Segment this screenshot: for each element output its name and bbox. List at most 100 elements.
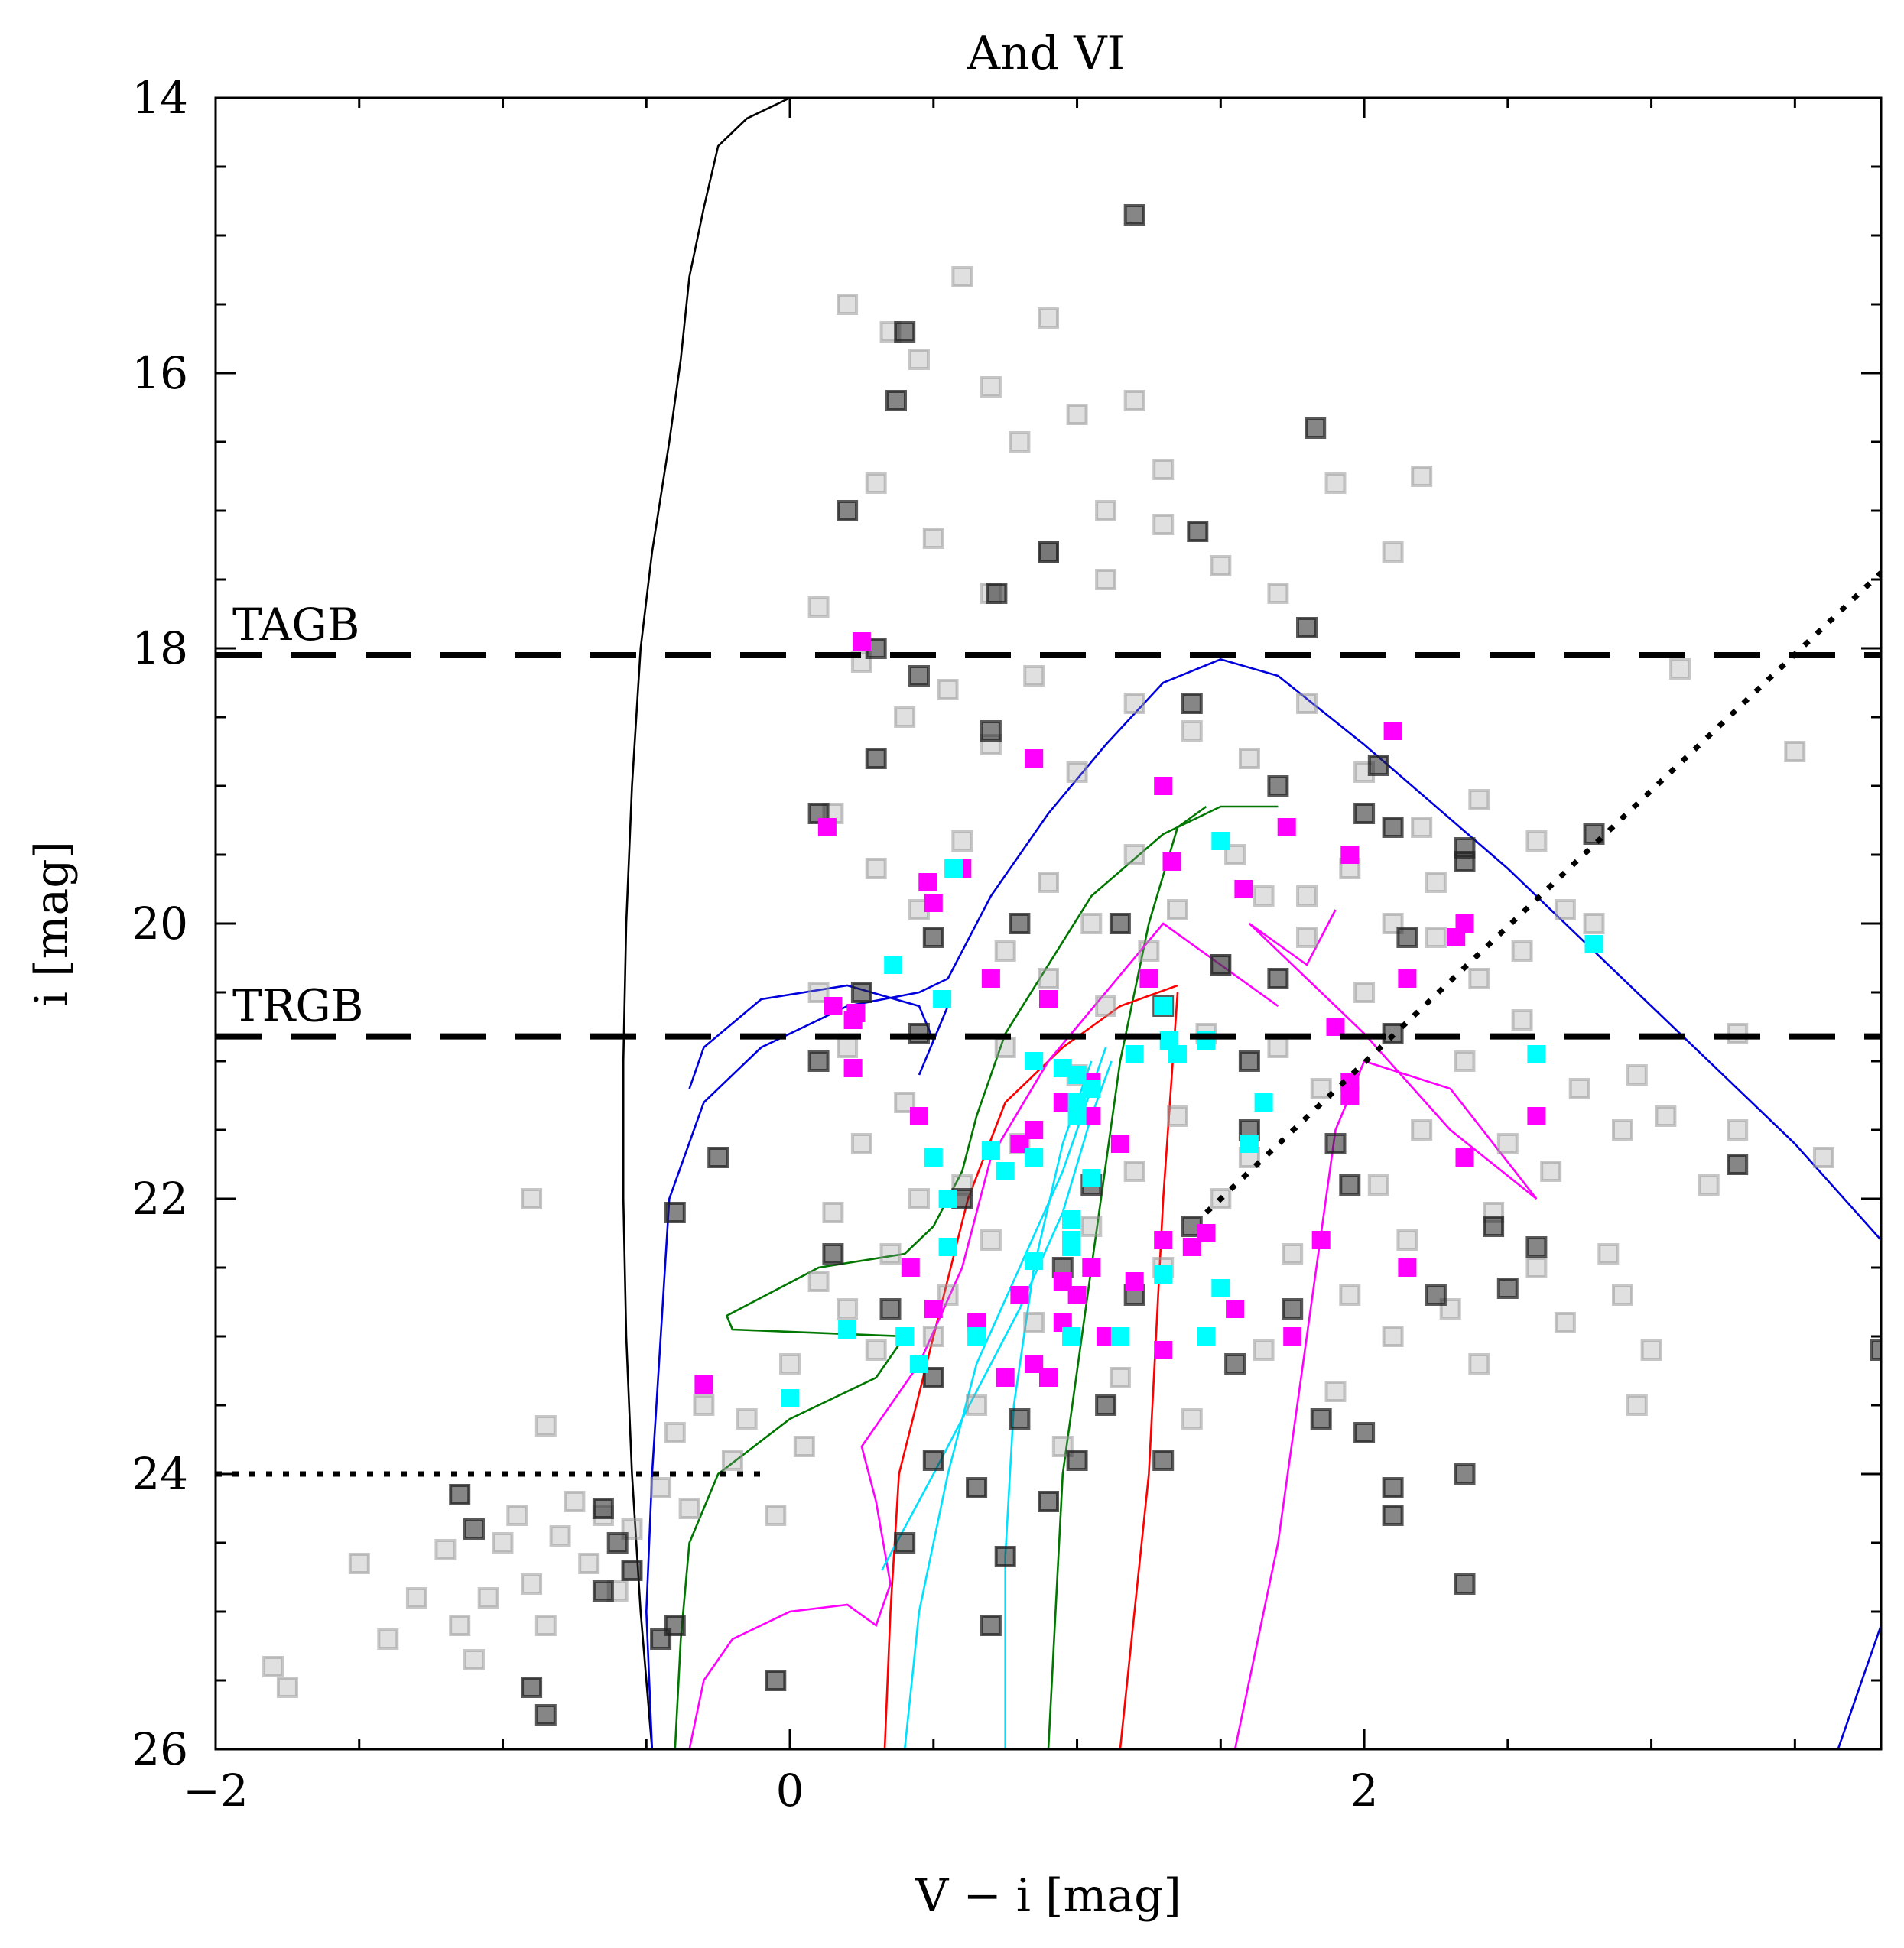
star-point-field — [1296, 693, 1318, 714]
star-point-field — [1597, 1243, 1620, 1265]
star-point-magenta — [1154, 777, 1173, 795]
star-point-member — [463, 1518, 485, 1540]
star-point-field — [1511, 940, 1533, 962]
star-point-magenta — [924, 1300, 943, 1318]
star-point-member — [922, 927, 944, 948]
star-point-member — [765, 1670, 787, 1691]
star-point-field — [1454, 1050, 1476, 1072]
star-point-cyan — [1527, 1045, 1546, 1063]
star-point-magenta — [1283, 1327, 1302, 1346]
star-point-magenta — [1226, 1300, 1245, 1318]
y-tick-label: 22 — [132, 1173, 188, 1225]
star-point-field — [534, 1615, 557, 1636]
star-point-field — [463, 1649, 485, 1670]
star-point-field — [549, 1525, 571, 1547]
star-point-member — [1496, 1278, 1519, 1299]
star-point-field — [1167, 1105, 1188, 1127]
star-point-member — [1123, 204, 1145, 226]
star-point-field — [1123, 390, 1145, 411]
star-point-field — [578, 1553, 600, 1574]
star-point-field — [822, 1202, 844, 1223]
star-point-field — [1612, 1284, 1633, 1306]
star-point-field — [1525, 830, 1548, 852]
star-point-field — [807, 1271, 830, 1292]
star-point-magenta — [1010, 1286, 1029, 1304]
star-point-magenta — [843, 1059, 863, 1077]
star-point-cyan — [838, 1320, 857, 1339]
star-point-magenta — [910, 1107, 928, 1125]
star-point-field — [1123, 844, 1145, 865]
star-point-member — [1454, 1463, 1476, 1485]
star-point-member — [1187, 521, 1209, 542]
star-point-field — [1138, 940, 1160, 962]
star-point-field — [1210, 555, 1232, 576]
star-point-field — [1626, 1394, 1648, 1416]
chart-title: And VI — [967, 27, 1125, 80]
star-point-field — [1353, 982, 1376, 1003]
star-point-field — [793, 1436, 815, 1457]
star-point-field — [377, 1628, 399, 1650]
isochrone-track-green-4 — [674, 805, 1279, 1749]
isochrone-track-blue-3 — [1837, 1625, 1881, 1749]
isochrone-track-cyan-11 — [1004, 1060, 1093, 1749]
star-point-member — [980, 720, 1002, 742]
star-point-member — [894, 321, 916, 343]
star-point-magenta — [852, 632, 871, 651]
star-point-field — [1324, 1381, 1347, 1402]
star-point-magenta — [996, 1368, 1015, 1387]
star-point-field — [1784, 741, 1806, 762]
star-point-magenta — [1340, 846, 1360, 864]
star-point-member — [1305, 417, 1327, 439]
y-tick-label: 26 — [132, 1723, 188, 1775]
star-point-field — [1009, 431, 1031, 453]
star-point-member — [850, 982, 872, 1003]
star-point-cyan — [1067, 1107, 1087, 1125]
star-point-field — [1425, 872, 1447, 893]
star-point-member — [621, 1560, 643, 1581]
star-point-magenta — [1197, 1224, 1216, 1242]
star-point-member — [1454, 1573, 1476, 1595]
star-point-field — [951, 830, 973, 852]
star-point-magenta — [924, 894, 943, 912]
color-limit-line — [1204, 570, 1881, 1215]
star-point-field — [1095, 500, 1117, 521]
star-point-field — [908, 349, 930, 370]
star-point-field — [1367, 1174, 1389, 1196]
star-point-cyan — [981, 1141, 1000, 1160]
star-point-member — [1382, 1023, 1404, 1044]
star-point-field — [1382, 541, 1404, 563]
star-point-magenta — [1082, 1258, 1101, 1277]
star-point-field — [1698, 1174, 1720, 1196]
star-point-field — [564, 1491, 586, 1512]
reference-lines — [216, 570, 1881, 1477]
y-tick-label: 20 — [132, 898, 188, 950]
star-point-member — [1382, 1505, 1404, 1526]
star-point-magenta — [1025, 1121, 1044, 1139]
star-point-magenta — [1110, 1135, 1129, 1153]
isochrone-track-blue-1 — [645, 658, 1881, 1749]
star-point-member — [1038, 1491, 1059, 1512]
star-point-magenta — [1277, 818, 1296, 836]
y-axis-title: i [mag] — [25, 841, 79, 1006]
star-point-field — [1511, 1009, 1533, 1031]
star-point-member — [1367, 755, 1389, 776]
y-tick-label: 18 — [132, 622, 188, 674]
star-point-cyan — [944, 859, 963, 878]
star-point-cyan — [781, 1389, 799, 1407]
star-point-field — [1439, 1298, 1461, 1320]
star-point-field — [621, 1518, 643, 1540]
isochrone-track-magenta-9 — [1233, 909, 1538, 1749]
star-point-field — [894, 706, 916, 728]
star-point-member — [1324, 1133, 1347, 1154]
star-point-field — [865, 472, 887, 494]
star-point-cyan — [924, 1148, 943, 1167]
star-point-field — [879, 1243, 902, 1265]
star-point-member — [664, 1615, 686, 1636]
isochrone-tracks — [622, 98, 1881, 1749]
star-point-field — [1181, 720, 1203, 742]
star-point-field — [951, 266, 973, 287]
star-point-field — [1095, 569, 1117, 590]
star-point-member — [1181, 693, 1203, 714]
star-point-cyan — [1211, 1279, 1230, 1297]
star-point-member — [521, 1677, 543, 1698]
